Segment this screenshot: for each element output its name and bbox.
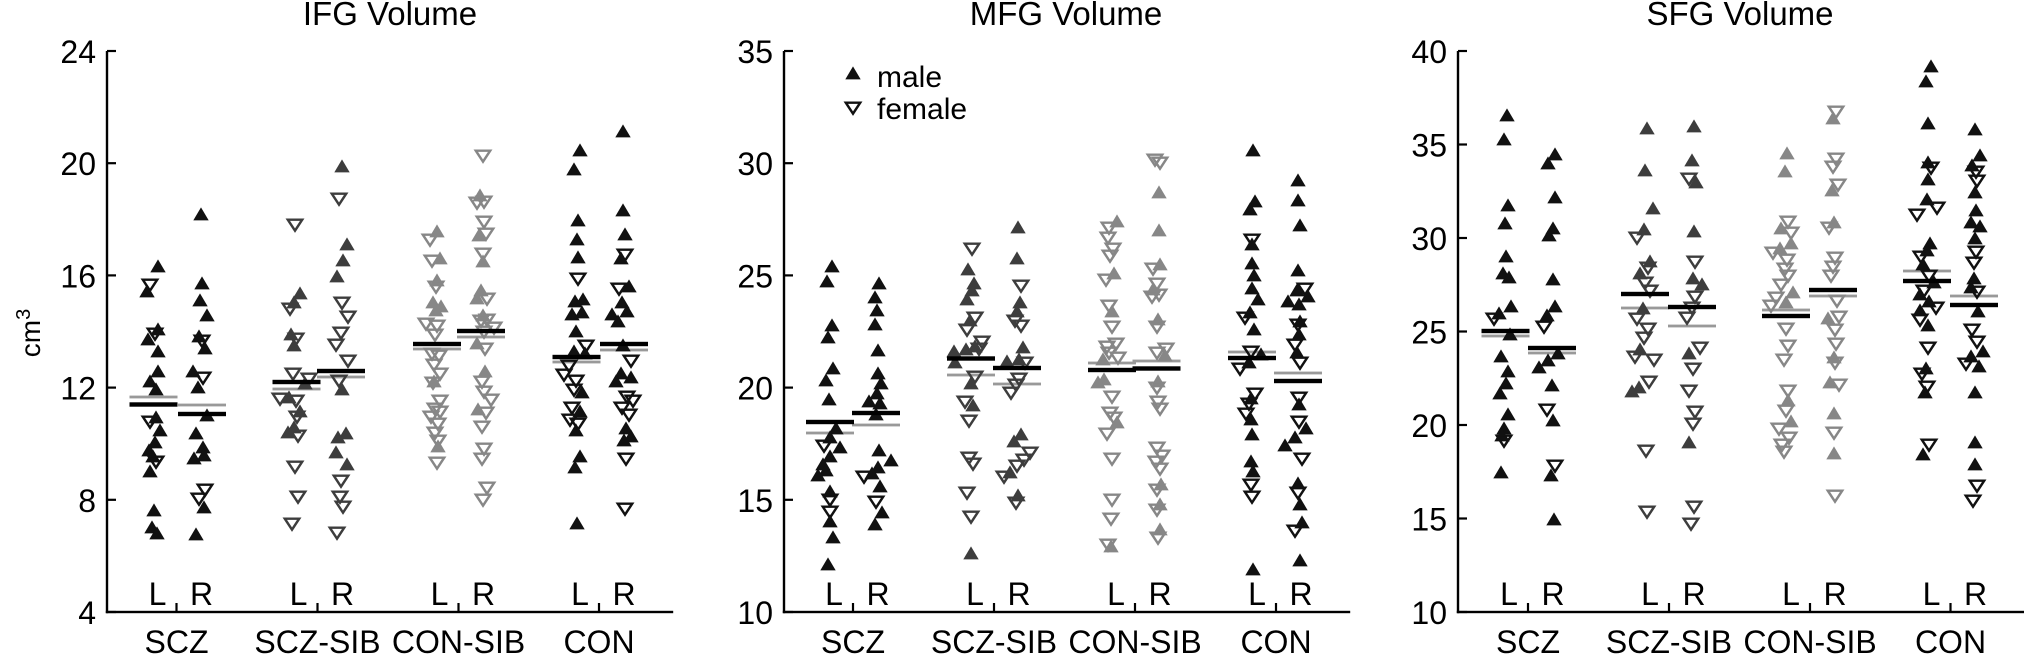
svg-text:R: R bbox=[1148, 576, 1171, 612]
svg-text:40: 40 bbox=[1411, 34, 1447, 70]
svg-text:L: L bbox=[1641, 576, 1659, 612]
svg-text:R: R bbox=[1007, 576, 1030, 612]
svg-text:female: female bbox=[877, 93, 967, 126]
svg-text:R: R bbox=[190, 576, 213, 612]
svg-text:L: L bbox=[1923, 576, 1941, 612]
svg-text:CON: CON bbox=[563, 624, 634, 660]
svg-text:20: 20 bbox=[1411, 408, 1447, 444]
svg-text:R: R bbox=[612, 576, 635, 612]
svg-text:male: male bbox=[877, 61, 942, 94]
svg-text:L: L bbox=[571, 576, 589, 612]
svg-text:R: R bbox=[1823, 576, 1846, 612]
svg-text:SCZ-SIB: SCZ-SIB bbox=[931, 624, 1057, 660]
svg-text:SCZ: SCZ bbox=[1496, 624, 1560, 660]
svg-text:L: L bbox=[825, 576, 843, 612]
svg-text:SCZ: SCZ bbox=[145, 624, 209, 660]
svg-text:10: 10 bbox=[1411, 595, 1447, 631]
svg-text:L: L bbox=[966, 576, 984, 612]
svg-text:R: R bbox=[866, 576, 889, 612]
svg-text:25: 25 bbox=[1411, 315, 1447, 351]
svg-text:8: 8 bbox=[78, 483, 96, 519]
svg-text:24: 24 bbox=[60, 34, 96, 70]
svg-text:15: 15 bbox=[1411, 502, 1447, 538]
svg-text:L: L bbox=[1248, 576, 1266, 612]
svg-text:35: 35 bbox=[737, 34, 773, 70]
svg-text:CON-SIB: CON-SIB bbox=[1743, 624, 1876, 660]
svg-text:R: R bbox=[1541, 576, 1564, 612]
svg-text:35: 35 bbox=[1411, 128, 1447, 164]
svg-text:SCZ-SIB: SCZ-SIB bbox=[254, 624, 380, 660]
svg-text:CON-SIB: CON-SIB bbox=[1068, 624, 1201, 660]
svg-text:SCZ-SIB: SCZ-SIB bbox=[1606, 624, 1732, 660]
svg-text:R: R bbox=[1682, 576, 1705, 612]
svg-text:30: 30 bbox=[1411, 221, 1447, 257]
svg-text:4: 4 bbox=[78, 595, 96, 631]
svg-text:R: R bbox=[1964, 576, 1987, 612]
svg-text:25: 25 bbox=[737, 258, 773, 294]
svg-text:L: L bbox=[1107, 576, 1125, 612]
svg-text:MFG Volume: MFG Volume bbox=[970, 0, 1163, 32]
svg-text:SCZ: SCZ bbox=[821, 624, 885, 660]
svg-text:L: L bbox=[431, 576, 449, 612]
svg-text:CON: CON bbox=[1915, 624, 1986, 660]
svg-text:CON-SIB: CON-SIB bbox=[392, 624, 525, 660]
svg-text:L: L bbox=[290, 576, 308, 612]
svg-text:20: 20 bbox=[737, 371, 773, 407]
svg-text:R: R bbox=[1289, 576, 1312, 612]
svg-text:16: 16 bbox=[60, 258, 96, 294]
svg-text:12: 12 bbox=[60, 371, 96, 407]
svg-text:SFG Volume: SFG Volume bbox=[1646, 0, 1833, 32]
svg-text:10: 10 bbox=[737, 595, 773, 631]
svg-text:L: L bbox=[1782, 576, 1800, 612]
svg-text:15: 15 bbox=[737, 483, 773, 519]
svg-text:20: 20 bbox=[60, 146, 96, 182]
svg-text:R: R bbox=[331, 576, 354, 612]
svg-text:R: R bbox=[472, 576, 495, 612]
svg-text:30: 30 bbox=[737, 146, 773, 182]
svg-text:CON: CON bbox=[1240, 624, 1311, 660]
svg-text:IFG Volume: IFG Volume bbox=[303, 0, 477, 32]
svg-text:L: L bbox=[149, 576, 167, 612]
svg-text:L: L bbox=[1500, 576, 1518, 612]
